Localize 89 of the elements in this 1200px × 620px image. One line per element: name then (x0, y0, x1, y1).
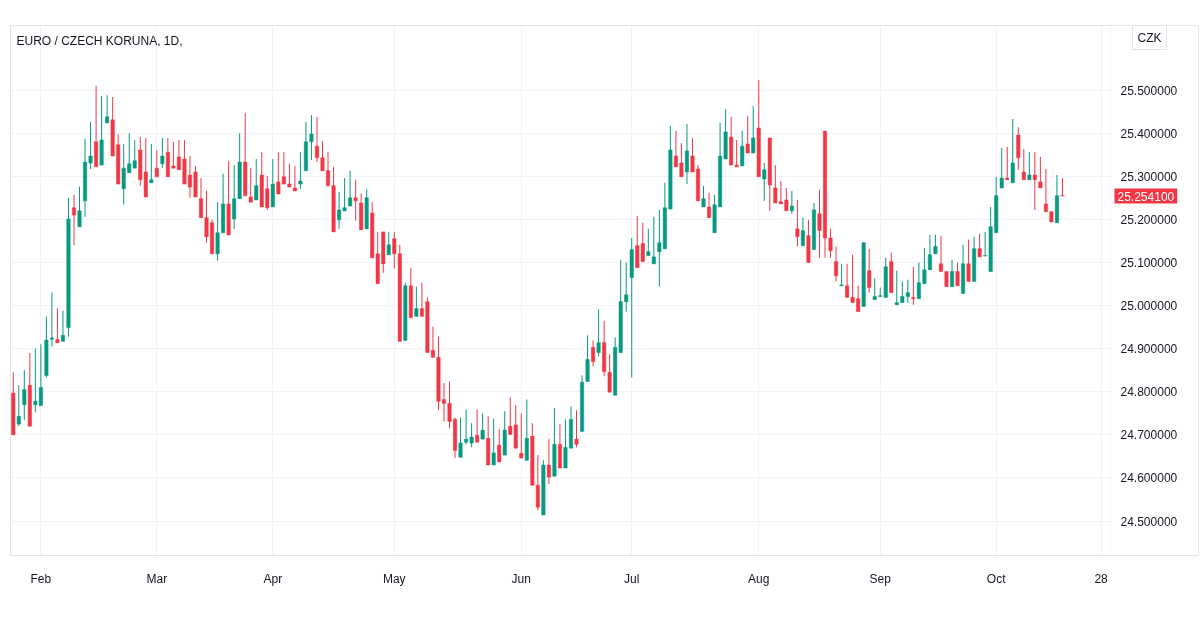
y-tick-label: 25.500000 (1120, 83, 1178, 98)
candlestick (927, 234, 932, 271)
candlestick (1032, 151, 1037, 211)
candlestick (248, 167, 253, 203)
candlestick (740, 130, 745, 167)
candlestick (497, 428, 502, 463)
y-tick-label: 24.800000 (1120, 385, 1178, 400)
y-tick-label: 25.300000 (1120, 169, 1178, 184)
y-tick-label: 24.700000 (1120, 428, 1178, 443)
candlestick (574, 409, 579, 448)
candlestick (77, 186, 82, 228)
candlestick (353, 179, 358, 222)
candlestick (72, 194, 76, 246)
candlestick (348, 170, 353, 207)
candlestick (707, 192, 712, 219)
candlestick (414, 286, 419, 317)
x-tick-label: 28 (1094, 571, 1109, 586)
candlestick (966, 239, 971, 282)
candlestick (55, 308, 60, 344)
y-tick-label: 25.000000 (1120, 299, 1178, 314)
candlestick (475, 408, 480, 443)
candlestick (557, 423, 562, 469)
candlestick (839, 263, 844, 287)
candlestick (646, 228, 651, 257)
candlestick (524, 399, 529, 461)
candlestick (867, 248, 872, 294)
candlestick (955, 261, 960, 287)
x-tick-label: Jul (624, 571, 640, 586)
candlestick (458, 417, 463, 458)
candlestick (762, 162, 767, 202)
candlestick (607, 353, 612, 393)
y-tick-label: 25.400000 (1120, 126, 1178, 141)
candlestick (61, 310, 65, 342)
candlestick (160, 137, 165, 169)
y-tick-label: 25.100000 (1120, 255, 1178, 270)
candlestick (1016, 126, 1021, 171)
y-tick-label: 24.900000 (1120, 342, 1178, 357)
candlestick (519, 412, 524, 459)
candlestick (701, 185, 706, 208)
x-tick-label: Apr (263, 571, 283, 586)
x-tick-label: Aug (748, 571, 770, 586)
candlestick (292, 165, 297, 192)
x-tick-label: Mar (146, 571, 168, 586)
y-tick-label: 24.500000 (1120, 514, 1178, 529)
text: EURO / CZECH KORUNA, 1D, (16, 33, 183, 48)
candlestick (22, 369, 27, 421)
candlestick (1010, 118, 1015, 184)
candlestick (977, 233, 982, 258)
candlestick (298, 151, 303, 190)
candlestick (149, 143, 154, 184)
x-tick-label: Sep (869, 571, 892, 586)
x-tick-label: Oct (986, 571, 1007, 586)
y-tick-label: 25.200000 (1120, 212, 1178, 227)
candlestick (480, 412, 485, 440)
candlestick (1060, 177, 1065, 197)
x-tick-label: Feb (30, 571, 52, 586)
y-axis-title: CZK (1137, 30, 1162, 45)
x-tick-label: May (382, 571, 406, 586)
candlestick (1005, 146, 1010, 181)
candlestick (16, 384, 21, 427)
y-tick-label: 24.600000 (1120, 471, 1178, 486)
candlestick (751, 105, 756, 154)
text: 25.254100 (1117, 189, 1175, 204)
candlestick (911, 266, 916, 306)
candlestick (49, 292, 54, 348)
candlestick (491, 417, 496, 466)
candlestick (800, 217, 805, 247)
candlestick (154, 149, 159, 178)
candlestick (105, 94, 110, 124)
candlestick (1021, 148, 1026, 181)
candlestick (585, 334, 590, 382)
candlestick (270, 158, 275, 208)
candlestick (1038, 156, 1043, 189)
candlestick (999, 147, 1004, 189)
candlestick (1027, 151, 1032, 181)
candlestick (745, 115, 750, 154)
candlestick (933, 234, 938, 255)
candlestick (950, 259, 954, 288)
x-tick-label: Jun (511, 571, 531, 586)
candlestick (546, 438, 551, 485)
candlestick (684, 123, 689, 185)
candlestick (254, 158, 259, 201)
candlestick (789, 190, 794, 215)
candlestick (834, 246, 839, 282)
candlestick (591, 339, 596, 367)
candlestick (795, 199, 800, 248)
candlestick (651, 216, 656, 265)
candlestick (386, 231, 391, 256)
candlestick (596, 308, 601, 357)
